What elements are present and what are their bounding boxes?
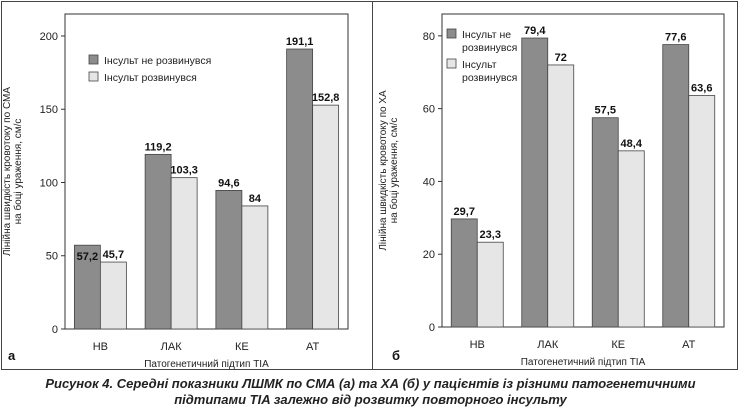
bar [450, 218, 478, 328]
y-tick-label: 20 [423, 249, 435, 261]
bar [521, 37, 549, 328]
data-label: 72 [555, 52, 567, 64]
data-label: 63,6 [691, 83, 712, 95]
y-tick-label: 0 [52, 324, 58, 336]
data-label: 119,2 [145, 141, 172, 153]
y-tick-label: 0 [429, 322, 435, 334]
bar [73, 244, 101, 330]
caption-line-2: підтипами TIA залежно від розвитку повто… [174, 392, 567, 407]
legend-label: Інсульт [462, 59, 497, 71]
x-tick-label: КЕ [235, 341, 249, 353]
data-label: 84 [249, 193, 262, 205]
x-tick-label: КЕ [611, 339, 625, 351]
y-tick-label: 40 [423, 176, 435, 188]
legend-swatch [88, 71, 99, 82]
legend-swatch [88, 54, 99, 65]
x-tick-label: ЛАК [161, 341, 183, 353]
x-tick-label: ЛАК [537, 339, 559, 351]
figure-caption: Рисунок 4. Середні показники ЛШМК по СМА… [0, 376, 741, 408]
bar [617, 150, 645, 328]
panel-label: а [8, 348, 16, 363]
data-label: 57,5 [595, 105, 616, 117]
y-axis-title: Лінійна швидкість кровотоку по ХА [378, 90, 389, 251]
y-tick-label: 80 [423, 31, 435, 43]
legend-label: розвинувся [462, 72, 517, 84]
y-tick-label: 200 [40, 31, 58, 43]
bar [688, 95, 716, 328]
x-axis-title: Патогенетичний підтип TIA [144, 359, 269, 370]
bar [547, 64, 575, 328]
figure-frame [1, 1, 738, 370]
y-axis-title: Лінійна швидкість кровотоку по СМА [2, 87, 13, 256]
panel-divider [372, 1, 373, 370]
plot-frame [441, 13, 725, 328]
data-label: 77,6 [665, 32, 686, 44]
bar [312, 104, 340, 330]
bar [99, 261, 127, 330]
y-tick-label: 60 [423, 104, 435, 116]
bar [591, 117, 619, 328]
x-tick-label: НВ [470, 339, 485, 351]
x-tick-label: АТ [682, 339, 695, 351]
bar [662, 44, 690, 328]
y-axis-title: на боці ураження, см/с [12, 119, 24, 225]
x-tick-label: НВ [93, 341, 108, 353]
y-axis-title: на боці ураження, см/с [388, 118, 400, 224]
panel-label: б [392, 348, 400, 363]
bar [144, 153, 172, 330]
data-label: 45,7 [103, 249, 124, 261]
chart-panel-b: 0 20 40 60 80 29,7 23,3 НВ 79,4 72 ЛАК 57,5 48,4 КЕ 77… [378, 13, 725, 368]
legend-label: Інсульт не розвинувся [104, 55, 211, 67]
legend-swatch [446, 28, 457, 39]
data-label: 48,4 [621, 138, 643, 150]
y-tick-label: 50 [46, 251, 58, 263]
caption-line-1: Рисунок 4. Середні показники ЛШМК по СМА… [45, 376, 696, 391]
y-tick-label: 150 [40, 104, 58, 116]
legend-label: Інсульт розвинувся [104, 72, 197, 84]
bar [170, 177, 198, 330]
legend-swatch [446, 58, 457, 69]
data-label: 23,3 [480, 229, 501, 241]
bar [241, 205, 269, 330]
bar [286, 48, 314, 330]
legend-label: Інсульт не [462, 29, 511, 41]
data-label: 191,1 [286, 36, 314, 48]
legend-label: розвинувся [462, 42, 517, 54]
data-label: 57,2 [77, 251, 98, 263]
x-tick-label: АТ [306, 341, 319, 353]
y-tick-label: 100 [40, 177, 58, 189]
plot-frame [64, 13, 349, 330]
data-label: 94,6 [218, 177, 239, 189]
chart-panel-a: 0 50 100 150 200 57,2 45,7 НВ 119,2 103,3 ЛАК 94,6 8… [2, 13, 349, 370]
bar [476, 241, 504, 328]
data-label: 79,4 [524, 25, 546, 37]
x-axis-title: Патогенетичний підтип TIA [521, 357, 646, 368]
data-label: 29,7 [454, 206, 475, 218]
data-label: 103,3 [170, 165, 198, 177]
data-label: 152,8 [312, 92, 340, 104]
bar [215, 189, 243, 330]
